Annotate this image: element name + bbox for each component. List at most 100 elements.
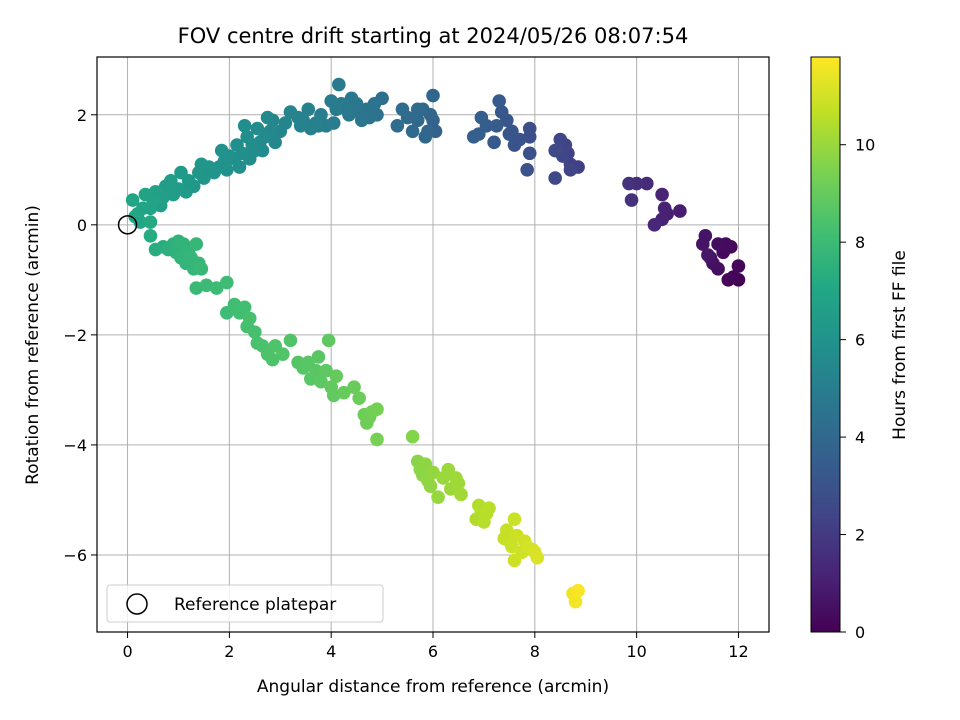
data-point [143,229,158,243]
data-point [487,135,501,150]
x-tick-label: 8 [530,642,540,661]
data-point [423,479,438,493]
x-tick-label: 4 [326,642,336,661]
data-point [472,127,486,141]
data-point [553,132,568,147]
data-point [194,262,209,276]
legend-marker-icon [126,593,148,615]
x-tick-label: 2 [224,642,234,661]
y-tick-label: −2 [63,326,87,345]
data-point [125,193,140,207]
data-point [158,179,173,194]
data-point [721,273,736,287]
colorbar-tick-label: 10 [855,136,875,155]
data-point [507,512,522,527]
colorbar-tick-label: 4 [855,428,865,447]
data-point [337,385,351,400]
data-point [410,102,425,117]
data-point [489,118,504,133]
data-point [711,237,725,251]
data-point [657,201,672,216]
data-point [426,88,440,103]
chart-title: FOV centre drift starting at 2024/05/26 … [178,24,689,48]
reference-marker [117,215,138,235]
y-tick-label: 0 [77,216,87,235]
data-point [329,369,344,383]
data-point [237,300,252,315]
colorbar-tick-label: 8 [855,233,865,252]
data-point [701,248,715,262]
x-tick-label: 0 [122,642,132,661]
data-point [505,539,519,554]
y-tick-label: 2 [77,106,87,125]
data-point [138,187,153,202]
x-tick-label: 6 [428,642,438,661]
data-point [370,402,384,416]
data-point [311,350,326,364]
colorbar-tick-label: 6 [855,331,865,350]
data-point [192,165,206,180]
data-point [347,380,361,394]
data-point [143,215,158,229]
data-point [647,218,662,232]
x-tick-label: 10 [626,642,646,661]
data-point [563,162,578,177]
data-point [548,143,562,158]
data-point [283,105,298,119]
data-point [530,550,545,565]
x-axis-ticks: 0 2 4 6 8 10 12 [122,632,749,661]
data-point [276,347,290,361]
data-point [451,476,466,491]
data-point [482,501,496,515]
data-point [520,162,534,177]
data-point [237,118,252,133]
data-point [326,388,341,403]
data-point [426,465,440,480]
y-tick-label: −4 [63,436,87,455]
y-tick-label: −6 [63,546,87,565]
grid-lines [97,57,769,632]
data-point [344,91,359,106]
data-point [248,325,262,339]
data-point [390,118,405,133]
data-point [189,281,204,295]
data-point [731,259,746,273]
legend-box [106,584,384,623]
data-point [395,102,410,117]
data-point [324,94,338,108]
colorbar-label: Hours from first FF file [890,250,910,440]
y-axis-label: Rotation from reference (arcmin) [23,205,43,485]
data-points [125,77,746,609]
data-point [507,138,522,152]
y-axis-ticks: −6 −4 −2 0 2 [63,106,97,565]
data-point [571,583,585,598]
data-point [522,129,537,144]
data-point [309,363,323,378]
data-point [174,165,188,180]
data-point [410,113,425,128]
data-point [199,278,214,293]
data-point [522,146,537,161]
data-point [230,138,244,152]
data-point [319,363,333,378]
data-point [242,311,257,326]
data-point [418,129,433,144]
data-point [454,487,468,502]
colorbar-gradient [810,56,841,633]
data-point [474,110,489,125]
data-point [500,523,514,538]
data-point [209,281,224,295]
data-point [405,429,420,444]
colorbar: 0 2 4 6 8 10 Hours from first FF file [810,56,910,642]
data-point [265,352,280,367]
data-point [548,171,562,185]
data-point [492,94,506,108]
data-point [494,105,509,119]
data-point [189,237,204,251]
data-point [568,594,583,609]
data-point [240,129,254,144]
data-point [283,333,298,348]
data-point [301,102,316,117]
colorbar-tick-label: 2 [855,526,865,545]
